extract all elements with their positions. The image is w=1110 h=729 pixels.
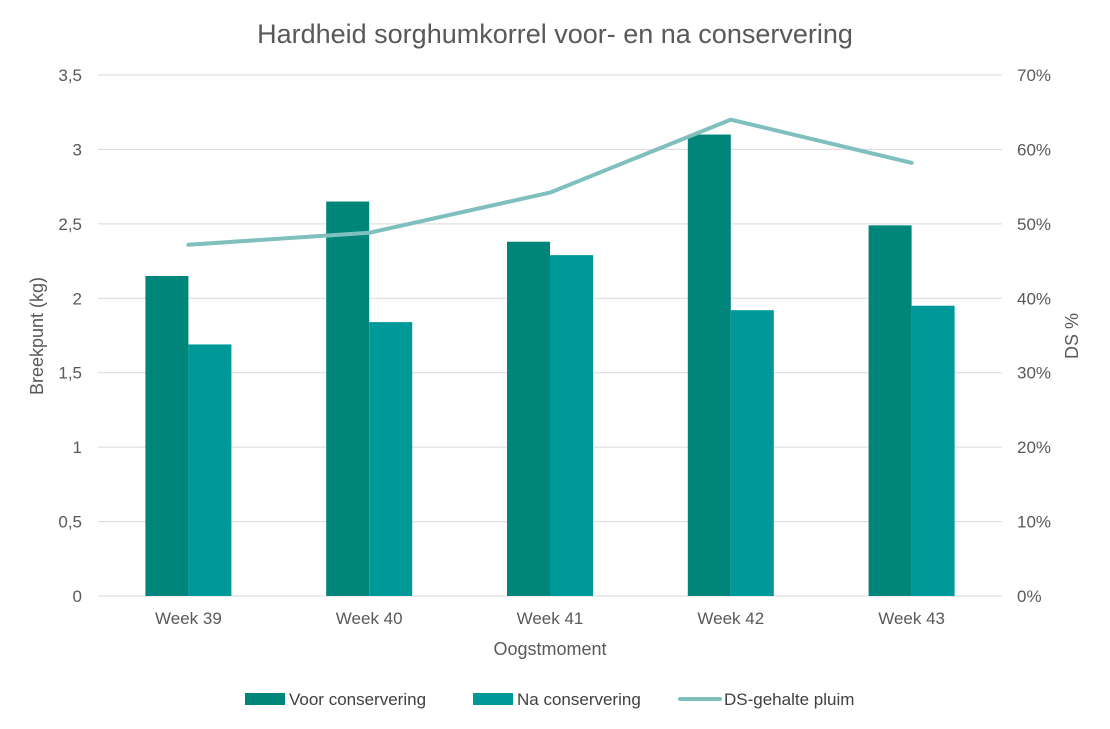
- chart-title: Hardheid sorghumkorrel voor- en na conse…: [257, 19, 853, 49]
- x-tick-label: Week 43: [878, 609, 945, 628]
- left-axis-ticks: 0 0,5 1 1,5 2 2,5 3 3,5: [58, 66, 82, 606]
- right-axis-ticks: 0% 10% 20% 30% 40% 50% 60% 70%: [1017, 66, 1051, 606]
- y-tick-label: 3,5: [58, 66, 82, 85]
- bar: [507, 241, 550, 596]
- bar: [730, 310, 774, 596]
- bar: [188, 344, 232, 596]
- x-tick-label: Week 39: [155, 609, 222, 628]
- y-tick-label: 1: [73, 438, 82, 457]
- y-tick-label: 0: [73, 587, 82, 606]
- series-line: [186, 117, 914, 247]
- y2-tick-label: 60%: [1017, 140, 1051, 159]
- y2-tick-label: 50%: [1017, 215, 1051, 234]
- x-tick-label: Week 40: [336, 609, 403, 628]
- legend-label: Voor conservering: [289, 690, 426, 709]
- y-tick-label: 2: [73, 289, 82, 308]
- bar: [687, 134, 731, 597]
- y-tick-label: 2,5: [58, 215, 82, 234]
- bar: [326, 201, 370, 596]
- y2-tick-label: 30%: [1017, 364, 1051, 383]
- y2-axis-title: DS %: [1062, 313, 1082, 359]
- y2-tick-label: 20%: [1017, 438, 1051, 457]
- y2-tick-label: 40%: [1017, 289, 1051, 308]
- y-tick-label: 1,5: [58, 364, 82, 383]
- y2-tick-label: 70%: [1017, 66, 1051, 85]
- bar: [868, 225, 912, 597]
- x-tick-label: Week 41: [517, 609, 584, 628]
- legend: Voor conservering Na conservering DS-gehal…: [245, 690, 854, 709]
- x-axis-ticks: Week 39 Week 40 Week 41 Week 42 Week 43: [155, 609, 945, 628]
- y-axis-title: Breekpunt (kg): [27, 277, 47, 395]
- y-tick-label: 0,5: [58, 513, 82, 532]
- bar: [369, 322, 413, 596]
- y2-tick-label: 10%: [1017, 513, 1051, 532]
- legend-swatch: [245, 693, 285, 705]
- line-series: [186, 117, 914, 247]
- bars: [145, 134, 955, 597]
- x-tick-label: Week 42: [697, 609, 764, 628]
- x-axis-title: Oogstmoment: [493, 639, 606, 659]
- legend-label: Na conservering: [517, 690, 641, 709]
- bar: [911, 305, 955, 596]
- legend-label: DS-gehalte pluim: [724, 690, 854, 709]
- legend-swatch: [473, 693, 513, 705]
- y2-tick-label: 0%: [1017, 587, 1042, 606]
- y-tick-label: 3: [73, 140, 82, 159]
- bar: [550, 255, 593, 597]
- bar: [145, 275, 189, 596]
